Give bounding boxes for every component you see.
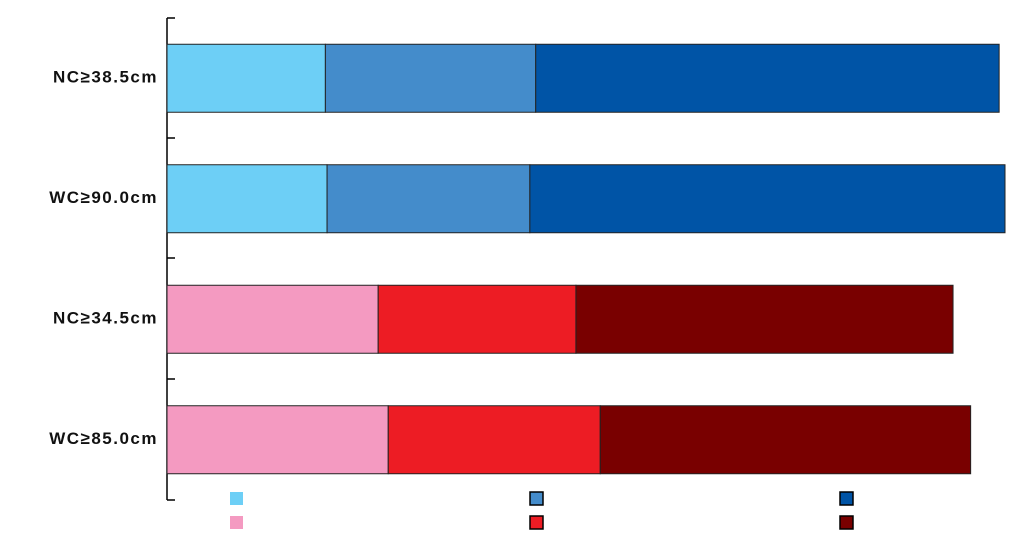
bar-segment <box>377 284 577 354</box>
bar-segment <box>529 164 1006 234</box>
legend-swatch <box>529 491 544 506</box>
legend-swatch <box>230 492 243 505</box>
bar-segment <box>387 405 601 475</box>
bar-segment <box>166 405 389 475</box>
bar-segment <box>166 43 326 113</box>
y-tick-label: NC≥34.5cm <box>53 309 158 328</box>
legend-swatch <box>839 491 854 506</box>
y-tick-label: NC≥38.5cm <box>53 68 158 87</box>
y-tick-label: WC≥90.0cm <box>49 188 158 207</box>
bar-segment <box>535 43 1000 113</box>
bar-segment <box>166 284 379 354</box>
bar-segment <box>326 164 531 234</box>
bar-segment <box>575 284 954 354</box>
legend-swatch <box>839 515 854 530</box>
y-tick-label: WC≥85.0cm <box>49 429 158 448</box>
legend-swatch <box>529 515 544 530</box>
bar-segment <box>324 43 537 113</box>
bar-segment <box>166 164 328 234</box>
bar-segment <box>599 405 972 475</box>
legend-swatch <box>230 516 243 529</box>
